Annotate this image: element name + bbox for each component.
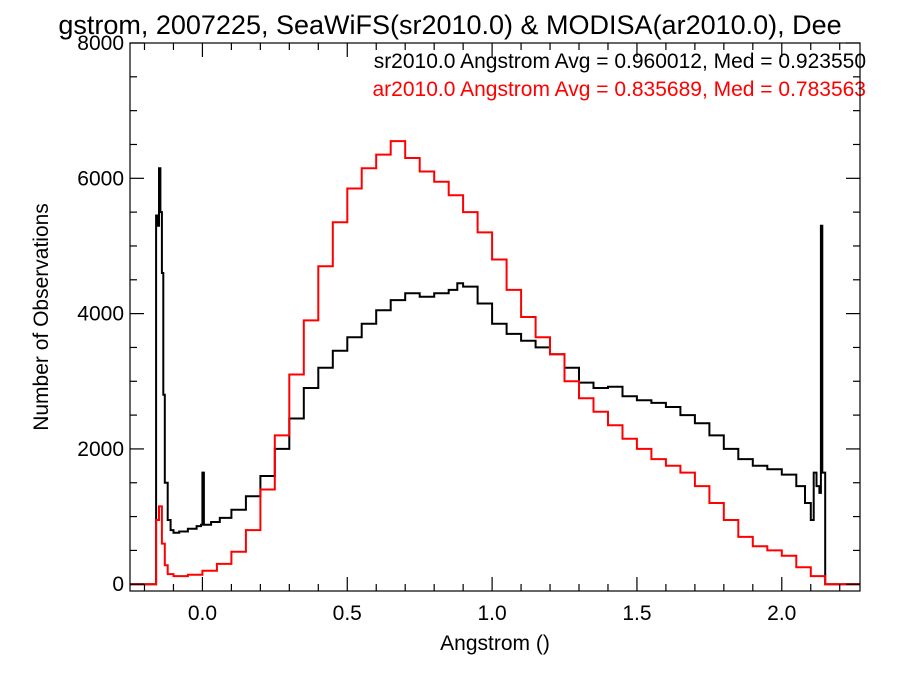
chart-title: gstrom, 2007225, SeaWiFS(sr2010.0) & MOD… (58, 10, 841, 40)
x-axis-label: Angstrom () (440, 632, 550, 655)
x-tick-label: 0.0 (188, 602, 217, 625)
series-line-1 (130, 140, 860, 586)
y-tick-label: 8000 (77, 32, 124, 55)
series-line-0 (130, 167, 860, 586)
x-tick-label: 1.5 (622, 602, 651, 625)
y-tick-label: 0 (112, 573, 124, 596)
y-tick-label: 4000 (77, 303, 124, 326)
y-axis-label: Number of Observations (30, 203, 53, 431)
stats-annotation-sr: sr2010.0 Angstrom Avg = 0.960012, Med = … (374, 50, 866, 73)
x-tick-label: 2.0 (767, 602, 796, 625)
plot-frame (129, 42, 861, 592)
axis-ticks: 0.0 0.5 1.0 1.5 2.0 0 2000 4000 6000 8000 (77, 32, 860, 625)
y-tick-label: 2000 (77, 438, 124, 461)
y-tick-label: 6000 (77, 167, 124, 190)
stats-annotation-ar: ar2010.0 Angstrom Avg = 0.835689, Med = … (373, 78, 867, 101)
x-tick-label: 0.5 (333, 602, 362, 625)
series-layer (130, 140, 860, 586)
x-tick-label: 1.0 (478, 602, 507, 625)
